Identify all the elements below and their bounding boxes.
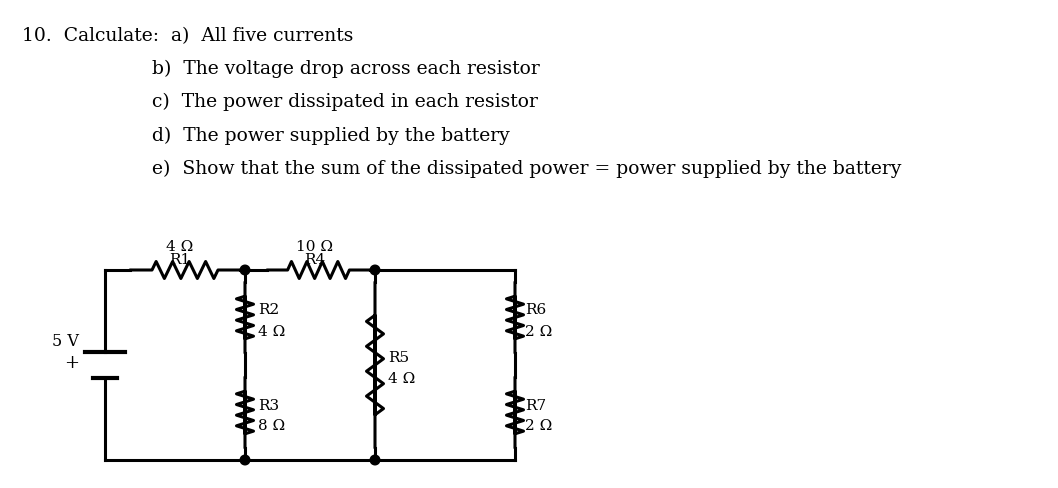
Circle shape <box>240 455 250 465</box>
Text: 4 Ω: 4 Ω <box>166 240 194 254</box>
Text: R5: R5 <box>388 351 409 365</box>
Text: 2 Ω: 2 Ω <box>525 420 552 433</box>
Text: R6: R6 <box>525 304 546 318</box>
Text: R4: R4 <box>305 253 326 267</box>
Text: R2: R2 <box>258 304 279 318</box>
Text: 2 Ω: 2 Ω <box>525 325 552 339</box>
Text: b)  The voltage drop across each resistor: b) The voltage drop across each resistor <box>152 60 540 78</box>
Text: R1: R1 <box>169 253 190 267</box>
Text: 8 Ω: 8 Ω <box>258 420 285 433</box>
Text: 5 V: 5 V <box>52 332 79 349</box>
Text: R7: R7 <box>525 399 546 412</box>
Text: e)  Show that the sum of the dissipated power = power supplied by the battery: e) Show that the sum of the dissipated p… <box>152 160 901 178</box>
Circle shape <box>370 265 380 275</box>
Text: R3: R3 <box>258 399 279 412</box>
Text: d)  The power supplied by the battery: d) The power supplied by the battery <box>152 126 510 144</box>
Text: 10.  Calculate:  a)  All five currents: 10. Calculate: a) All five currents <box>22 27 353 45</box>
Text: 4 Ω: 4 Ω <box>388 372 415 386</box>
Text: +: + <box>63 354 79 372</box>
Circle shape <box>370 455 380 465</box>
Text: 10 Ω: 10 Ω <box>296 240 333 254</box>
Circle shape <box>240 265 250 275</box>
Text: 4 Ω: 4 Ω <box>258 325 286 339</box>
Text: c)  The power dissipated in each resistor: c) The power dissipated in each resistor <box>152 93 537 111</box>
